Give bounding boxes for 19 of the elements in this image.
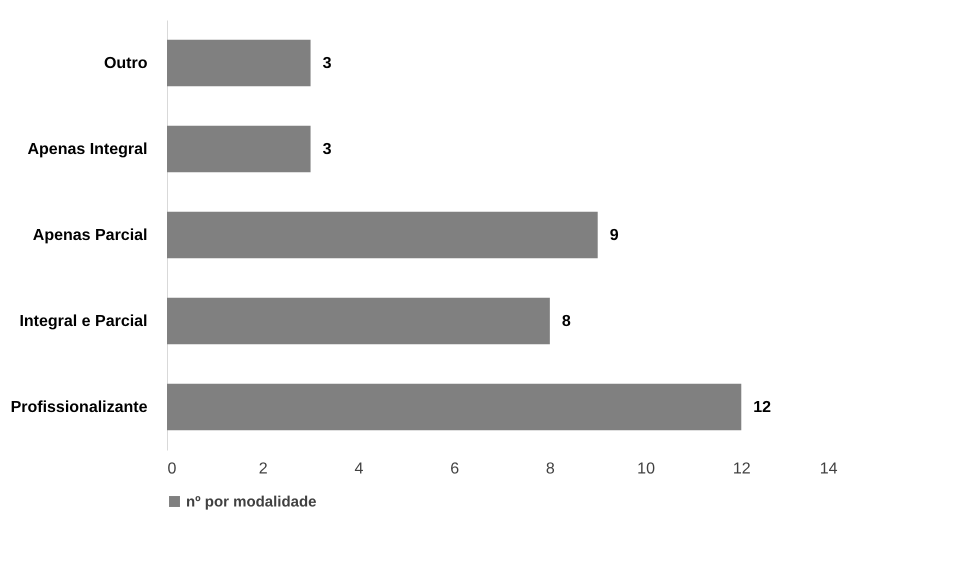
x-tick-label: 4 bbox=[354, 460, 364, 478]
x-tick-label: 6 bbox=[450, 460, 460, 478]
y-tick-label: Profissionalizante bbox=[10, 399, 148, 416]
legend-label: nº por modalidade bbox=[186, 494, 316, 510]
x-tick-label: 10 bbox=[637, 460, 656, 478]
y-tick-label: Apenas Integral bbox=[27, 141, 148, 158]
x-tick-label: 14 bbox=[820, 460, 838, 478]
y-tick-label: Integral e Parcial bbox=[19, 313, 148, 330]
data-label: 8 bbox=[562, 313, 571, 330]
y-tick-label: Outro bbox=[104, 55, 148, 72]
x-tick-label: 8 bbox=[546, 460, 555, 478]
y-tick-label: Apenas Parcial bbox=[32, 227, 148, 244]
x-tick-label: 2 bbox=[258, 460, 268, 478]
data-label: 12 bbox=[753, 399, 772, 416]
data-label: 3 bbox=[322, 141, 332, 158]
x-tick-label: 12 bbox=[732, 460, 751, 478]
data-label: 9 bbox=[610, 227, 619, 244]
data-label: 3 bbox=[322, 55, 332, 72]
x-tick-label: 0 bbox=[168, 460, 176, 478]
